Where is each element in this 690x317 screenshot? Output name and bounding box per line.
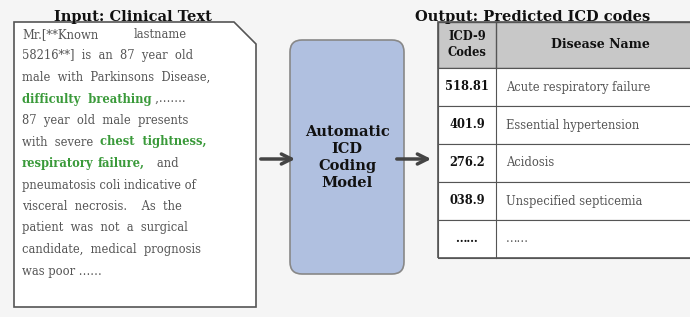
Text: difficulty  breathing: difficulty breathing <box>22 93 152 106</box>
Text: Unspecified septicemia: Unspecified septicemia <box>506 195 642 208</box>
Text: respiratory: respiratory <box>22 157 94 170</box>
Text: 87  year  old  male  presents: 87 year old male presents <box>22 114 188 127</box>
FancyBboxPatch shape <box>438 106 690 144</box>
Text: Automatic: Automatic <box>304 125 389 139</box>
Text: 58216**]  is  an  87  year  old: 58216**] is an 87 year old <box>22 49 193 62</box>
Text: candidate,  medical  prognosis: candidate, medical prognosis <box>22 243 201 256</box>
Text: with  severe: with severe <box>22 135 93 148</box>
Text: Essential hypertension: Essential hypertension <box>506 119 639 132</box>
Text: Acute respiratory failure: Acute respiratory failure <box>506 81 651 94</box>
Text: and: and <box>146 157 179 170</box>
Text: ……: …… <box>506 232 529 245</box>
Text: failure,: failure, <box>98 157 145 170</box>
Text: Coding: Coding <box>318 159 376 173</box>
Text: ……: …… <box>455 232 478 245</box>
Text: Output: Predicted ICD codes: Output: Predicted ICD codes <box>415 10 651 24</box>
FancyBboxPatch shape <box>290 40 404 274</box>
Text: 401.9: 401.9 <box>449 119 485 132</box>
FancyBboxPatch shape <box>438 144 690 182</box>
Text: ICD-9
Codes: ICD-9 Codes <box>448 30 486 60</box>
Text: Mr.[**Known: Mr.[**Known <box>22 28 98 41</box>
Polygon shape <box>14 22 256 307</box>
FancyBboxPatch shape <box>438 182 690 220</box>
Text: 276.2: 276.2 <box>449 157 485 170</box>
Text: patient  was  not  a  surgical: patient was not a surgical <box>22 222 188 235</box>
Text: ICD: ICD <box>331 142 362 156</box>
Text: Acidosis: Acidosis <box>506 157 554 170</box>
Text: 518.81: 518.81 <box>445 81 489 94</box>
Text: Disease Name: Disease Name <box>551 38 649 51</box>
Text: 038.9: 038.9 <box>449 195 485 208</box>
Text: ,…….: ,……. <box>148 93 186 106</box>
Text: pneumatosis coli indicative of: pneumatosis coli indicative of <box>22 178 196 191</box>
FancyBboxPatch shape <box>438 68 690 106</box>
Text: Model: Model <box>322 176 373 190</box>
FancyBboxPatch shape <box>438 220 690 258</box>
Text: male  with  Parkinsons  Disease,: male with Parkinsons Disease, <box>22 71 210 84</box>
Text: visceral  necrosis.    As  the: visceral necrosis. As the <box>22 200 182 213</box>
Text: was poor ……: was poor …… <box>22 264 101 277</box>
Text: Input: Clinical Text: Input: Clinical Text <box>54 10 212 24</box>
Text: lastname: lastname <box>134 28 187 41</box>
Text: chest  tightness,: chest tightness, <box>100 135 206 148</box>
FancyBboxPatch shape <box>438 22 690 68</box>
